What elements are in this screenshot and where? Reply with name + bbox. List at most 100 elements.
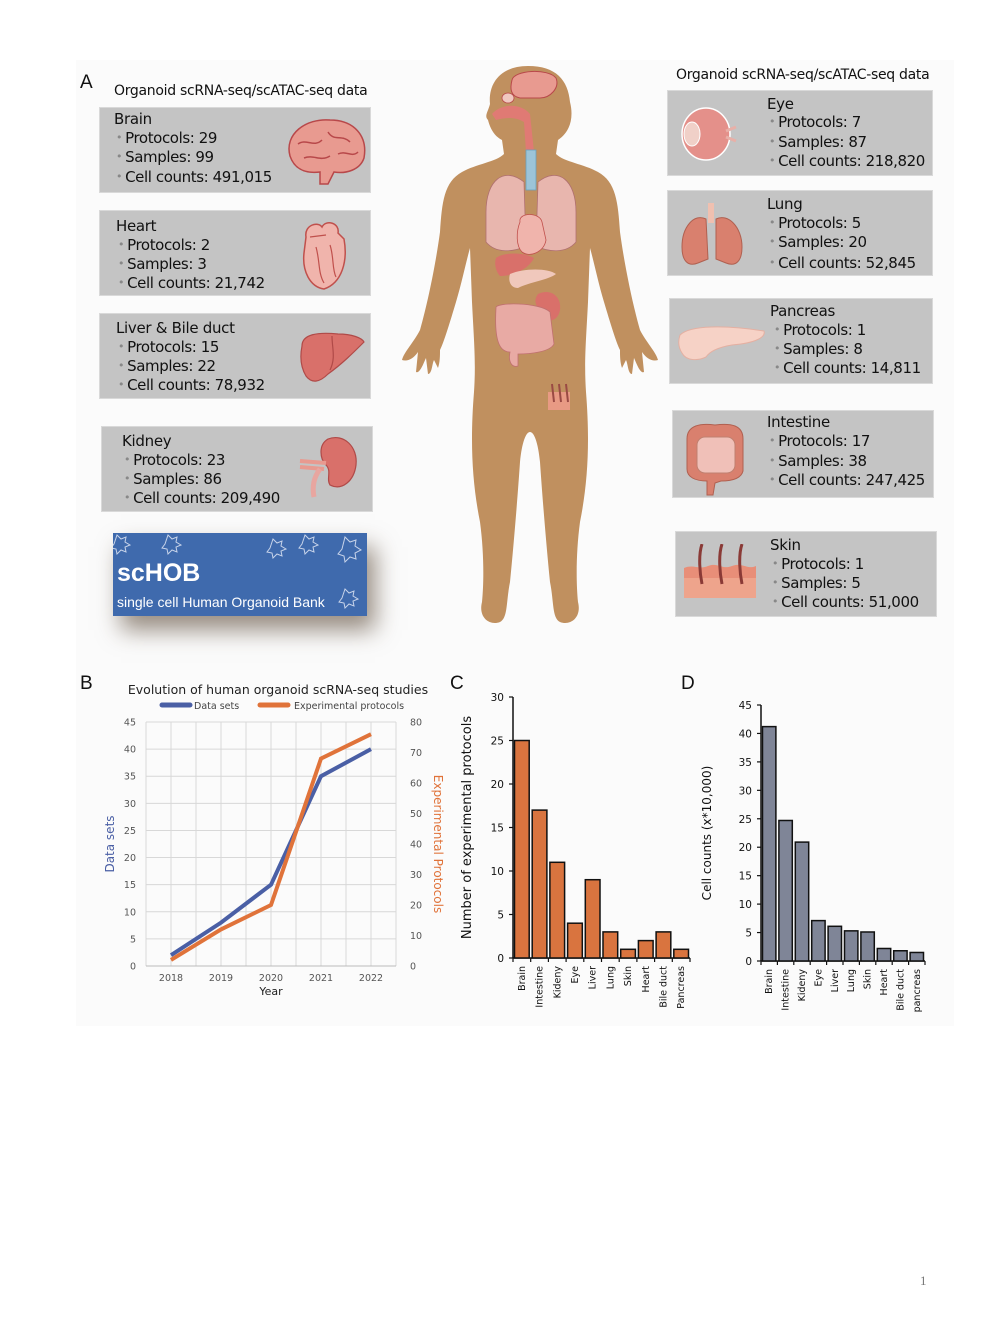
chart-bars	[513, 739, 690, 959]
y-tick-label: 25	[739, 814, 752, 826]
y-axis-ticks: 0 5 10 15 20 25 30 35 40 45	[124, 718, 136, 973]
bar-brain	[513, 739, 530, 959]
logo-title: scHOB	[117, 559, 201, 587]
organ-samples: • Samples: 86	[124, 470, 222, 488]
bar-eye	[566, 922, 584, 959]
x-tick-label: pancreas	[912, 969, 923, 1012]
bar-kideny	[794, 841, 810, 962]
organ-card-eye: Eye • Protocols: 7 • Samples: 87 • Cell cou…	[667, 90, 933, 176]
x-tick-label: Skin	[863, 969, 874, 989]
eye-in-head	[501, 92, 515, 104]
y-tick-label: 10	[124, 907, 136, 918]
organ-samples: • Samples: 20	[769, 233, 867, 251]
y2-tick-label: 80	[410, 718, 422, 729]
panel-label-c: C	[450, 673, 464, 694]
organ-cell-counts: • Cell counts: 247,425	[769, 471, 925, 489]
organ-samples: • Samples: 5	[772, 574, 861, 592]
organ-name: Eye	[767, 95, 794, 113]
panel-label-d: D	[681, 673, 695, 694]
x-tick-label: Brain	[517, 966, 528, 991]
left-section-title: Organoid scRNA-seq/scATAC-seq data	[114, 83, 368, 99]
series-line-data-sets	[169, 747, 372, 957]
y-tick-label: 20	[739, 842, 752, 854]
y-axis-ticks: 0 5 10 15 20 25 30	[491, 692, 513, 965]
y2-axis-label: Experimental Protocols	[431, 775, 445, 913]
x-tick-label: Eye	[570, 966, 581, 984]
heart-icon	[302, 222, 346, 290]
x-tick-label: Intestine	[535, 966, 546, 1008]
y2-tick-label: 20	[410, 901, 422, 912]
pancreas-in-body	[509, 269, 556, 288]
x-tick-label: Kideny	[552, 966, 563, 999]
intestine-icon	[686, 423, 744, 496]
organ-name: Heart	[116, 217, 157, 235]
skin-icon	[684, 544, 756, 598]
liver-icon	[300, 332, 365, 382]
y-tick-label: 15	[124, 880, 136, 891]
organ-card-heart: Heart • Protocols: 2 • Samples: 3 • Cell co…	[99, 210, 371, 296]
bar-intestine	[531, 809, 548, 959]
x-tick-label: 2020	[259, 973, 283, 984]
y-tick-label: 0	[745, 956, 752, 968]
bar-lung	[602, 931, 619, 959]
organ-cell-counts: • Cell counts: 52,845	[769, 254, 916, 272]
x-tick-label: Bile duct	[895, 969, 906, 1011]
y2-tick-label: 0	[410, 962, 416, 973]
organ-samples: • Samples: 3	[118, 255, 207, 273]
heart-in-body	[516, 214, 547, 255]
skin-in-body	[548, 383, 570, 410]
y-tick-label: 45	[124, 718, 136, 729]
series-line-experimental-protocols	[169, 732, 372, 962]
bar-kideny	[549, 861, 566, 959]
line-chart-evolution: Evolution of human organoid scRNA-seq st…	[103, 682, 445, 998]
organ-card-pancreas: Pancreas • Protocols: 1 • Samples: 8 • Cell…	[669, 298, 933, 384]
brain-in-head	[510, 71, 558, 99]
intestine-in-body	[495, 303, 555, 367]
x-tick-label: Intestine	[781, 969, 792, 1011]
y-tick-label: 35	[739, 757, 752, 769]
legend-label: Experimental protocols	[294, 701, 404, 712]
human-body-illustration	[402, 66, 658, 624]
organ-cell-counts: • Cell counts: 209,490	[124, 489, 280, 507]
x-tick-label: 2022	[359, 973, 383, 984]
logo-subtitle: single cell Human Organoid Bank	[117, 594, 325, 610]
bar-bile-duct	[892, 950, 908, 962]
organ-cell-counts: • Cell counts: 491,015	[116, 168, 272, 186]
eye-icon	[681, 107, 737, 161]
organ-samples: • Samples: 22	[118, 357, 216, 375]
organ-protocols: • Protocols: 1	[772, 555, 864, 573]
bar-liver	[584, 878, 601, 959]
y-tick-label: 35	[124, 772, 136, 783]
trachea	[525, 149, 537, 191]
bar-brain	[761, 725, 777, 962]
bar-bile-duct	[655, 931, 672, 959]
chart-title: Evolution of human organoid scRNA-seq st…	[128, 682, 428, 697]
organ-name: Skin	[770, 536, 801, 554]
y2-tick-label: 70	[410, 748, 422, 759]
x-tick-label: 2021	[309, 973, 333, 984]
legend-label: Data sets	[194, 701, 239, 712]
panel-label-a: A	[80, 72, 93, 93]
organ-card-liver: Liver & Bile duct • Protocols: 15 • Sample…	[99, 313, 371, 399]
y-axis-ticks: 0 5 10 15 20 25 30 35 40 45	[739, 700, 761, 968]
x-tick-label: 2019	[209, 973, 233, 984]
x-tick-label: Heart	[879, 969, 890, 996]
organ-card-intestine: Intestine • Protocols: 17 • Samples: 38 • C…	[672, 410, 934, 498]
x-tick-label: Lung	[605, 966, 616, 989]
organ-protocols: • Protocols: 7	[769, 113, 861, 131]
organ-cell-counts: • Cell counts: 14,811	[774, 359, 921, 377]
organ-protocols: • Protocols: 17	[769, 432, 871, 450]
organ-cell-counts: • Cell counts: 21,742	[118, 274, 265, 292]
lung-right	[535, 175, 577, 252]
bar-heart	[637, 939, 654, 959]
organ-card-lung: Lung • Protocols: 5 • Samples: 20 • Cell co…	[667, 190, 933, 276]
chart-bars	[761, 725, 925, 962]
organ-name: Brain	[114, 110, 152, 128]
organ-protocols: • Protocols: 23	[124, 451, 226, 469]
y2-tick-label: 10	[410, 931, 422, 942]
y-axis-label: Data sets	[103, 815, 117, 872]
lung-left	[485, 175, 527, 252]
y2-tick-label: 40	[410, 840, 422, 851]
bar-eye	[810, 919, 826, 962]
organ-name: Liver & Bile duct	[116, 319, 235, 337]
